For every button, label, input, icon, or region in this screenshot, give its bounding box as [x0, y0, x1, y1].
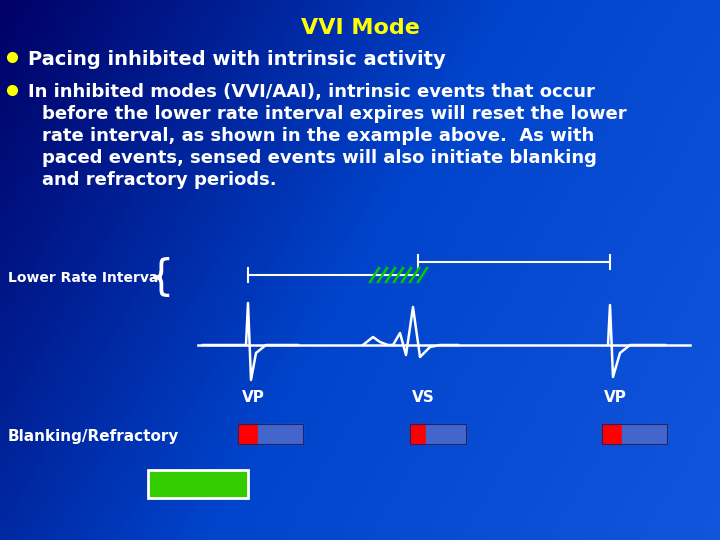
Bar: [258, 424, 303, 444]
Bar: [238, 424, 258, 444]
Bar: [410, 424, 466, 444]
Text: rate interval, as shown in the example above.  As with: rate interval, as shown in the example a…: [42, 127, 594, 145]
Text: VVI / 60: VVI / 60: [162, 475, 234, 493]
Bar: [426, 424, 466, 444]
Bar: [410, 424, 426, 444]
Text: Blanking/Refractory: Blanking/Refractory: [8, 429, 179, 443]
Text: and refractory periods.: and refractory periods.: [42, 171, 276, 189]
Text: VP: VP: [603, 390, 626, 405]
Text: In inhibited modes (VVI/AAI), intrinsic events that occur: In inhibited modes (VVI/AAI), intrinsic …: [28, 83, 595, 101]
FancyBboxPatch shape: [148, 470, 248, 498]
Text: VS: VS: [412, 390, 434, 405]
Text: Pacing inhibited with intrinsic activity: Pacing inhibited with intrinsic activity: [28, 50, 446, 69]
Bar: [238, 424, 303, 444]
Text: VVI Mode: VVI Mode: [300, 18, 420, 38]
Bar: [622, 424, 667, 444]
Text: {: {: [148, 257, 174, 299]
Text: before the lower rate interval expires will reset the lower: before the lower rate interval expires w…: [42, 105, 626, 123]
Text: VP: VP: [242, 390, 264, 405]
Text: paced events, sensed events will also initiate blanking: paced events, sensed events will also in…: [42, 149, 597, 167]
Bar: [602, 424, 667, 444]
Text: Lower Rate Interval: Lower Rate Interval: [8, 271, 163, 285]
Bar: [602, 424, 622, 444]
